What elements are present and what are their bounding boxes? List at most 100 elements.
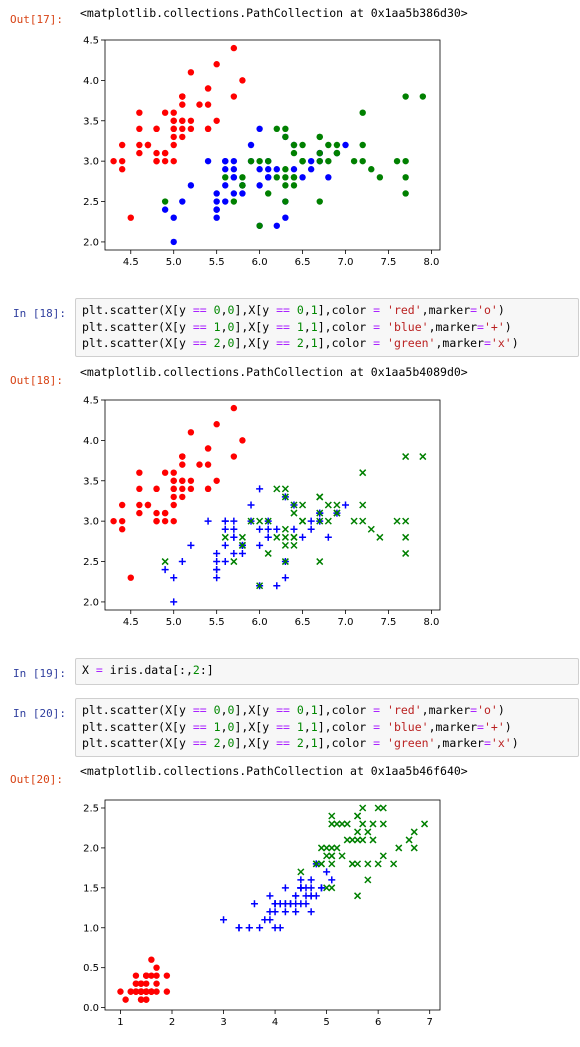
data-point	[170, 109, 177, 116]
data-point	[187, 125, 195, 133]
data-point	[419, 93, 427, 100]
out-prompt-18: Out[18]:	[10, 374, 63, 387]
data-point	[324, 517, 332, 525]
data-point	[230, 157, 238, 165]
data-point	[213, 421, 220, 428]
data-point	[132, 972, 140, 979]
data-point	[148, 988, 155, 995]
data-point	[153, 988, 160, 995]
data-point	[265, 157, 272, 165]
data-point	[170, 501, 177, 509]
code-cell-19[interactable]: X = iris.data[:,2:]	[75, 658, 579, 685]
data-point	[230, 453, 238, 460]
code-line: plt.scatter(X[y == 0,0],X[y == 0,1],colo…	[82, 303, 505, 317]
data-point	[235, 924, 243, 932]
data-point	[170, 214, 177, 221]
data-point	[312, 860, 320, 868]
data-point	[402, 157, 409, 165]
code-line: plt.scatter(X[y == 2,0],X[y == 2,1],colo…	[82, 336, 519, 350]
out-prompt-17: Out[17]:	[10, 13, 63, 26]
data-point	[163, 988, 171, 995]
data-point	[402, 549, 410, 557]
code-line: X = iris.data[:,2:]	[82, 663, 214, 677]
data-point	[281, 574, 289, 582]
data-point	[222, 182, 229, 189]
data-point	[323, 844, 331, 852]
data-point	[222, 174, 229, 181]
data-point	[137, 980, 145, 987]
data-point	[136, 485, 143, 493]
data-point	[137, 988, 145, 995]
data-point	[221, 558, 229, 566]
data-point	[144, 141, 152, 149]
x-tick-label: 5	[323, 1017, 329, 1028]
data-point	[230, 174, 238, 181]
data-point	[323, 852, 331, 860]
x-tick-label: 7.0	[338, 617, 354, 628]
x-tick-label: 4	[272, 1017, 278, 1028]
data-point	[230, 533, 238, 541]
data-point	[395, 844, 403, 852]
data-point	[317, 844, 325, 852]
data-point	[170, 133, 177, 141]
data-point	[161, 149, 169, 157]
data-point	[290, 166, 298, 173]
data-point	[359, 141, 366, 149]
data-point	[222, 198, 229, 205]
data-point	[179, 125, 186, 133]
data-point	[136, 125, 143, 133]
data-point	[256, 222, 263, 229]
data-point	[143, 996, 150, 1003]
code-cell-20[interactable]: plt.scatter(X[y == 0,0],X[y == 0,1],colo…	[75, 698, 579, 757]
data-point	[247, 501, 255, 509]
data-point	[247, 141, 255, 149]
data-point	[264, 533, 272, 541]
data-point	[161, 206, 169, 213]
data-point	[256, 517, 264, 525]
data-point	[132, 988, 140, 995]
data-point	[170, 485, 177, 493]
data-point	[148, 956, 155, 963]
data-point	[393, 157, 401, 165]
data-point	[367, 525, 375, 533]
data-point	[328, 820, 336, 828]
data-point	[316, 509, 324, 517]
y-tick-label: 3.0	[83, 517, 99, 528]
data-point	[350, 157, 358, 165]
data-point	[282, 166, 289, 173]
data-point	[316, 517, 324, 525]
data-point	[342, 141, 349, 149]
data-point	[266, 892, 274, 900]
data-point	[419, 453, 427, 461]
data-point	[170, 157, 177, 165]
data-point	[170, 238, 177, 246]
code-cell-18[interactable]: plt.scatter(X[y == 0,0],X[y == 0,1],colo…	[75, 298, 579, 357]
data-point	[333, 820, 341, 828]
data-point	[143, 972, 150, 979]
x-tick-label: 2	[169, 1017, 175, 1028]
data-point	[348, 860, 356, 868]
data-point	[290, 533, 298, 541]
data-point	[264, 517, 272, 525]
data-point	[359, 469, 367, 477]
data-point	[359, 109, 366, 116]
data-point	[256, 541, 264, 549]
data-point	[213, 117, 220, 124]
data-point	[170, 517, 177, 525]
data-point	[369, 836, 377, 844]
data-point	[153, 485, 160, 493]
y-tick-label: 4.5	[83, 36, 99, 47]
data-point	[364, 860, 372, 868]
data-point	[297, 876, 305, 884]
data-point	[324, 501, 332, 509]
output-text-20: <matplotlib.collections.PathCollection a…	[80, 764, 468, 778]
data-point	[153, 149, 160, 157]
data-point	[222, 157, 229, 165]
in-prompt-20: In [20]:	[13, 707, 66, 720]
data-point	[213, 558, 221, 566]
code-line: plt.scatter(X[y == 2,0],X[y == 2,1],colo…	[82, 736, 519, 750]
data-point	[136, 509, 143, 517]
data-point	[307, 517, 315, 525]
x-tick-label: 1	[117, 1017, 123, 1028]
data-point	[187, 182, 195, 189]
